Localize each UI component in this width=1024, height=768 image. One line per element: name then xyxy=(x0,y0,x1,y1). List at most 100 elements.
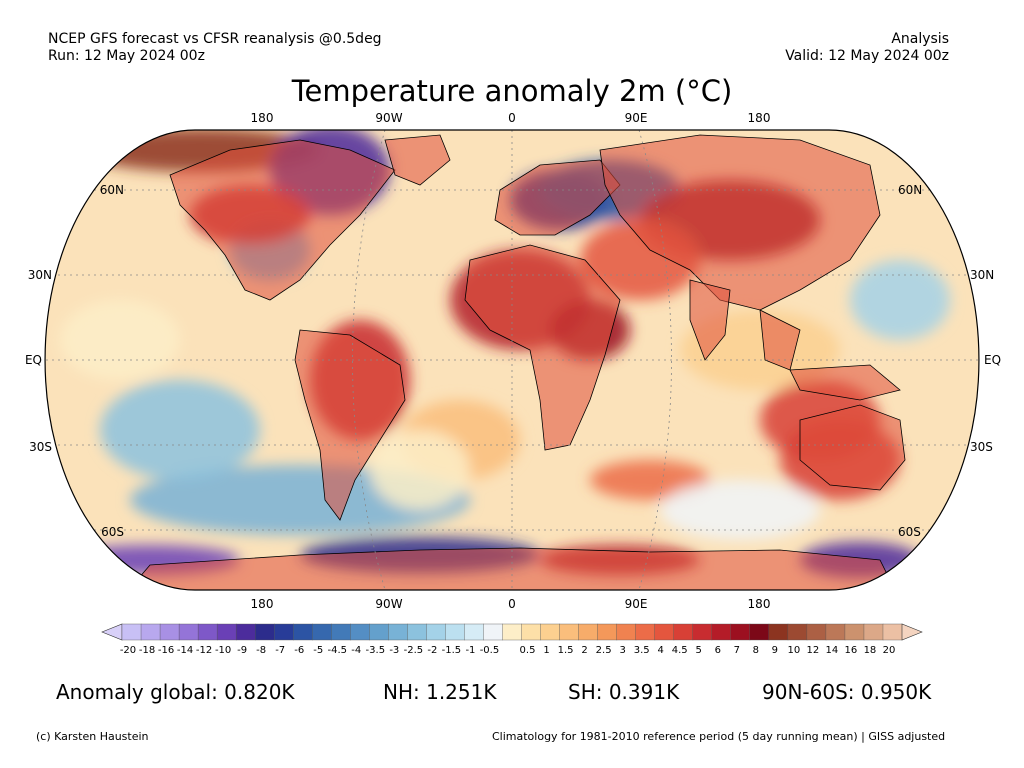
colorbar-cell xyxy=(331,623,351,641)
colorbar-tick-label: -7 xyxy=(275,645,286,656)
colorbar-cell xyxy=(787,623,808,641)
longitude-label-top: 0 xyxy=(508,111,516,125)
landmass xyxy=(789,364,901,401)
colorbar-tick-label: 5 xyxy=(695,645,702,656)
colorbar-cell xyxy=(159,623,180,641)
colorbar-cell xyxy=(844,623,865,641)
colorbar-tick-label: -5 xyxy=(313,645,324,656)
colorbar-tick-label: -4.5 xyxy=(327,645,348,656)
longitude-label-bottom: 90W xyxy=(375,597,403,611)
anomaly-blob xyxy=(60,300,180,380)
colorbar-tick-label: 8 xyxy=(752,645,759,656)
colorbar-tick-label: 9 xyxy=(771,645,779,656)
longitude-label-top: 180 xyxy=(747,111,771,125)
longitude-label-top: 180 xyxy=(250,111,274,125)
colorbar-cell xyxy=(730,623,751,641)
landmass xyxy=(294,329,406,521)
colorbar-tick-label: -1 xyxy=(465,645,476,656)
colorbar-tick-label: 6 xyxy=(714,645,721,656)
colorbar-cell xyxy=(121,623,142,641)
colorbar-cell xyxy=(369,623,389,641)
colorbar-cell xyxy=(540,623,561,641)
landmass xyxy=(464,244,621,451)
colorbar-cell xyxy=(597,623,618,641)
latitude-label-left: 30S xyxy=(29,440,52,454)
colorbar-tick-label: 12 xyxy=(806,645,820,656)
colorbar-tick-label: -2.5 xyxy=(403,645,424,656)
graticule xyxy=(45,130,979,590)
colorbar-cell xyxy=(350,623,370,641)
run-info: Run: 12 May 2024 00z xyxy=(48,48,205,64)
colorbar-cell xyxy=(445,623,465,641)
colorbar-high-arrow xyxy=(901,623,923,641)
colorbar-tick-label: -6 xyxy=(294,645,305,656)
landmasses xyxy=(119,134,906,590)
analysis-label: Analysis xyxy=(891,31,949,47)
model-info: NCEP GFS forecast vs CFSR reanalysis @0.… xyxy=(48,31,382,47)
landmass xyxy=(689,279,731,361)
latitude-label-right: 60N xyxy=(898,183,923,197)
colorbar-cell xyxy=(692,623,713,641)
nh-anomaly: NH: 1.251K xyxy=(383,680,497,704)
landmass xyxy=(599,134,881,311)
colorbar-cell xyxy=(293,623,313,641)
colorbar-tick-label: -12 xyxy=(195,645,213,656)
colorbar-cell xyxy=(254,623,275,641)
colorbar-cell xyxy=(749,623,770,641)
colorbar-tick-label: -9 xyxy=(237,645,248,656)
colorbar-tick-label: 4.5 xyxy=(671,645,688,656)
longitude-label-bottom: 180 xyxy=(250,597,274,611)
colorbar-cell xyxy=(882,623,903,641)
colorbar-cell xyxy=(768,623,789,641)
colorbar-tick-label: -3.5 xyxy=(365,645,386,656)
anomaly-blob xyxy=(590,460,710,500)
colorbar-cell xyxy=(806,623,827,641)
arctic-anomaly: 90N-60S: 0.950K xyxy=(762,680,932,704)
colorbar-tick-label: 7 xyxy=(733,645,740,656)
colorbar-tick-label: 3.5 xyxy=(633,645,650,656)
colorbar-tick-label: 1.5 xyxy=(557,645,574,656)
temperature-anomaly-map xyxy=(44,129,980,591)
colorbar-tick-label: 18 xyxy=(863,645,877,656)
colorbar-tick-label: -16 xyxy=(157,645,175,656)
colorbar-cell xyxy=(312,623,332,641)
colorbar-tick-label: 3 xyxy=(619,645,626,656)
landmass xyxy=(384,134,451,186)
colorbar-tick-label: 1 xyxy=(543,645,550,656)
colorbar-cell xyxy=(559,623,580,641)
anomaly-blob xyxy=(370,430,470,510)
longitude-label-top: 90W xyxy=(375,111,403,125)
colorbar-cell xyxy=(502,623,523,641)
sh-anomaly: SH: 0.391K xyxy=(568,680,680,704)
latitude-label-right: 60S xyxy=(898,525,921,539)
colorbar-cell xyxy=(616,623,637,641)
colorbar-cell xyxy=(273,623,294,641)
colorbar-tick-label: -8 xyxy=(256,645,267,656)
map-title: Temperature anomaly 2m (°C) xyxy=(291,74,733,108)
colorbar-tick-label: -4 xyxy=(351,645,362,656)
valid-time: Valid: 12 May 2024 00z xyxy=(785,48,949,64)
latitude-label-right: 30S xyxy=(970,440,993,454)
latitude-label-left: EQ xyxy=(24,353,42,367)
latitude-label-left: 60N xyxy=(99,183,124,197)
colorbar-cell xyxy=(216,623,237,641)
anomaly-blob xyxy=(660,480,820,540)
colorbar-cell xyxy=(464,623,484,641)
colorbar-tick-label: 10 xyxy=(787,645,801,656)
colorbar-tick-label: -1.5 xyxy=(441,645,462,656)
colorbar-tick-label: -3 xyxy=(389,645,400,656)
colorbar-tick-label: 14 xyxy=(825,645,839,656)
colorbar-cell xyxy=(825,623,846,641)
colorbar-cell xyxy=(863,623,884,641)
landmass xyxy=(494,159,621,236)
anomaly-blob xyxy=(850,260,950,340)
colorbar-tick-label: 2 xyxy=(581,645,588,656)
landmass xyxy=(119,547,901,590)
latitude-label-right: EQ xyxy=(984,353,1002,367)
map-outline xyxy=(44,129,980,591)
colorbar-tick-label: -18 xyxy=(138,645,156,656)
colorbar-tick-label: -2 xyxy=(427,645,438,656)
colorbar-cell xyxy=(521,623,542,641)
colorbar-tick-label: -20 xyxy=(119,645,137,656)
colorbar-cell xyxy=(235,623,256,641)
